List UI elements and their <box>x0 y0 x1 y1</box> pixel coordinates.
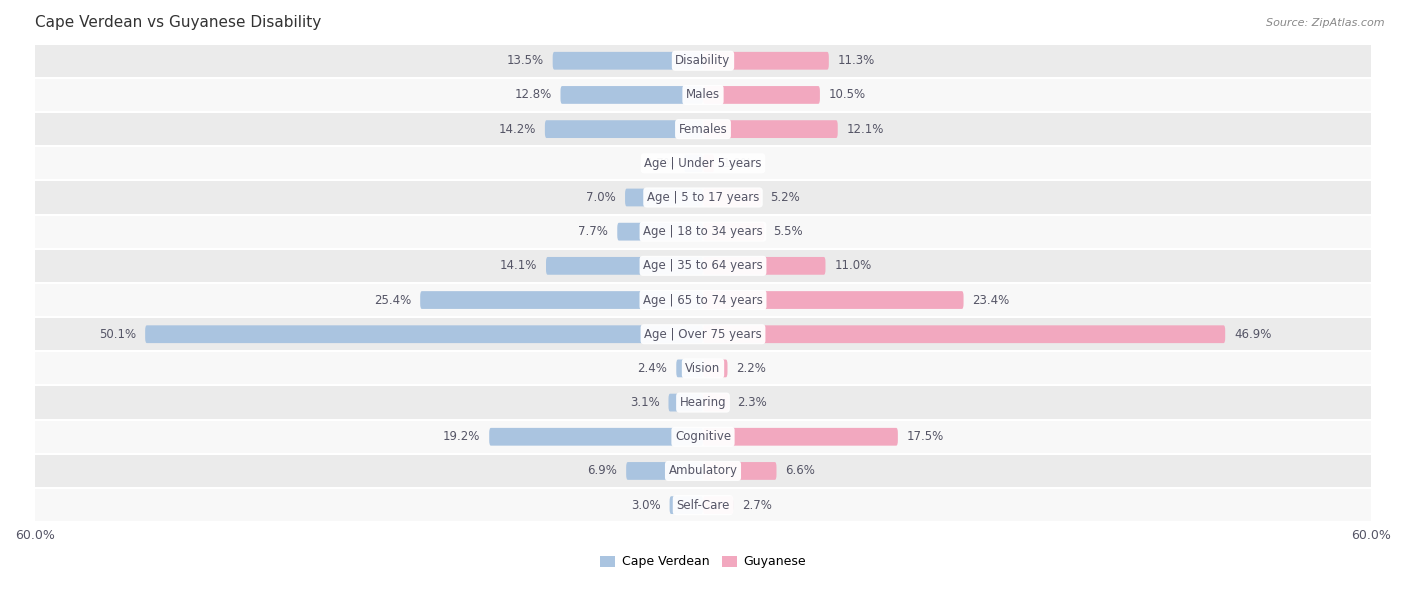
FancyBboxPatch shape <box>35 146 1371 181</box>
FancyBboxPatch shape <box>145 326 703 343</box>
Text: 25.4%: 25.4% <box>374 294 412 307</box>
FancyBboxPatch shape <box>703 462 776 480</box>
Text: Cape Verdean vs Guyanese Disability: Cape Verdean vs Guyanese Disability <box>35 15 321 30</box>
FancyBboxPatch shape <box>703 223 765 241</box>
Text: 50.1%: 50.1% <box>100 327 136 341</box>
Text: Age | 65 to 74 years: Age | 65 to 74 years <box>643 294 763 307</box>
FancyBboxPatch shape <box>35 454 1371 488</box>
FancyBboxPatch shape <box>676 359 703 377</box>
FancyBboxPatch shape <box>35 43 1371 78</box>
FancyBboxPatch shape <box>35 112 1371 146</box>
FancyBboxPatch shape <box>703 120 838 138</box>
FancyBboxPatch shape <box>703 291 963 309</box>
FancyBboxPatch shape <box>35 317 1371 351</box>
Legend: Cape Verdean, Guyanese: Cape Verdean, Guyanese <box>595 550 811 573</box>
Text: Self-Care: Self-Care <box>676 499 730 512</box>
FancyBboxPatch shape <box>668 394 703 411</box>
Text: 10.5%: 10.5% <box>828 89 866 102</box>
Text: 2.2%: 2.2% <box>737 362 766 375</box>
FancyBboxPatch shape <box>35 78 1371 112</box>
Text: 5.5%: 5.5% <box>773 225 803 238</box>
FancyBboxPatch shape <box>35 386 1371 420</box>
Text: 14.1%: 14.1% <box>499 259 537 272</box>
FancyBboxPatch shape <box>489 428 703 446</box>
Text: Disability: Disability <box>675 54 731 67</box>
Text: 2.4%: 2.4% <box>637 362 668 375</box>
FancyBboxPatch shape <box>35 181 1371 215</box>
FancyBboxPatch shape <box>35 351 1371 386</box>
Text: 11.0%: 11.0% <box>834 259 872 272</box>
Text: 3.1%: 3.1% <box>630 396 659 409</box>
Text: Source: ZipAtlas.com: Source: ZipAtlas.com <box>1267 18 1385 28</box>
Text: 2.3%: 2.3% <box>738 396 768 409</box>
Text: 11.3%: 11.3% <box>838 54 875 67</box>
FancyBboxPatch shape <box>35 248 1371 283</box>
Text: Age | Over 75 years: Age | Over 75 years <box>644 327 762 341</box>
Text: Vision: Vision <box>685 362 721 375</box>
FancyBboxPatch shape <box>703 188 761 206</box>
Text: Cognitive: Cognitive <box>675 430 731 443</box>
Text: 1.7%: 1.7% <box>645 157 675 170</box>
FancyBboxPatch shape <box>703 359 727 377</box>
Text: 6.6%: 6.6% <box>786 465 815 477</box>
Text: 2.7%: 2.7% <box>742 499 772 512</box>
Text: 3.0%: 3.0% <box>631 499 661 512</box>
FancyBboxPatch shape <box>553 52 703 70</box>
FancyBboxPatch shape <box>703 326 1225 343</box>
Text: Males: Males <box>686 89 720 102</box>
Text: Age | 18 to 34 years: Age | 18 to 34 years <box>643 225 763 238</box>
Text: 6.9%: 6.9% <box>588 465 617 477</box>
FancyBboxPatch shape <box>420 291 703 309</box>
FancyBboxPatch shape <box>626 462 703 480</box>
FancyBboxPatch shape <box>703 496 733 514</box>
FancyBboxPatch shape <box>546 257 703 275</box>
FancyBboxPatch shape <box>35 283 1371 317</box>
FancyBboxPatch shape <box>703 154 714 172</box>
Text: 14.2%: 14.2% <box>499 122 536 136</box>
Text: 12.1%: 12.1% <box>846 122 884 136</box>
Text: 19.2%: 19.2% <box>443 430 481 443</box>
Text: 12.8%: 12.8% <box>515 89 551 102</box>
Text: 5.2%: 5.2% <box>770 191 800 204</box>
FancyBboxPatch shape <box>626 188 703 206</box>
Text: Females: Females <box>679 122 727 136</box>
Text: 46.9%: 46.9% <box>1234 327 1271 341</box>
FancyBboxPatch shape <box>703 428 898 446</box>
Text: Age | Under 5 years: Age | Under 5 years <box>644 157 762 170</box>
Text: 13.5%: 13.5% <box>506 54 544 67</box>
FancyBboxPatch shape <box>546 120 703 138</box>
Text: 1.0%: 1.0% <box>723 157 752 170</box>
Text: 17.5%: 17.5% <box>907 430 943 443</box>
FancyBboxPatch shape <box>685 154 703 172</box>
FancyBboxPatch shape <box>703 52 828 70</box>
Text: 7.0%: 7.0% <box>586 191 616 204</box>
FancyBboxPatch shape <box>703 86 820 104</box>
Text: 23.4%: 23.4% <box>973 294 1010 307</box>
Text: 7.7%: 7.7% <box>578 225 609 238</box>
Text: Age | 35 to 64 years: Age | 35 to 64 years <box>643 259 763 272</box>
FancyBboxPatch shape <box>35 420 1371 454</box>
FancyBboxPatch shape <box>669 496 703 514</box>
Text: Hearing: Hearing <box>679 396 727 409</box>
FancyBboxPatch shape <box>703 257 825 275</box>
FancyBboxPatch shape <box>617 223 703 241</box>
Text: Ambulatory: Ambulatory <box>668 465 738 477</box>
FancyBboxPatch shape <box>35 488 1371 522</box>
FancyBboxPatch shape <box>561 86 703 104</box>
FancyBboxPatch shape <box>703 394 728 411</box>
Text: Age | 5 to 17 years: Age | 5 to 17 years <box>647 191 759 204</box>
FancyBboxPatch shape <box>35 215 1371 248</box>
